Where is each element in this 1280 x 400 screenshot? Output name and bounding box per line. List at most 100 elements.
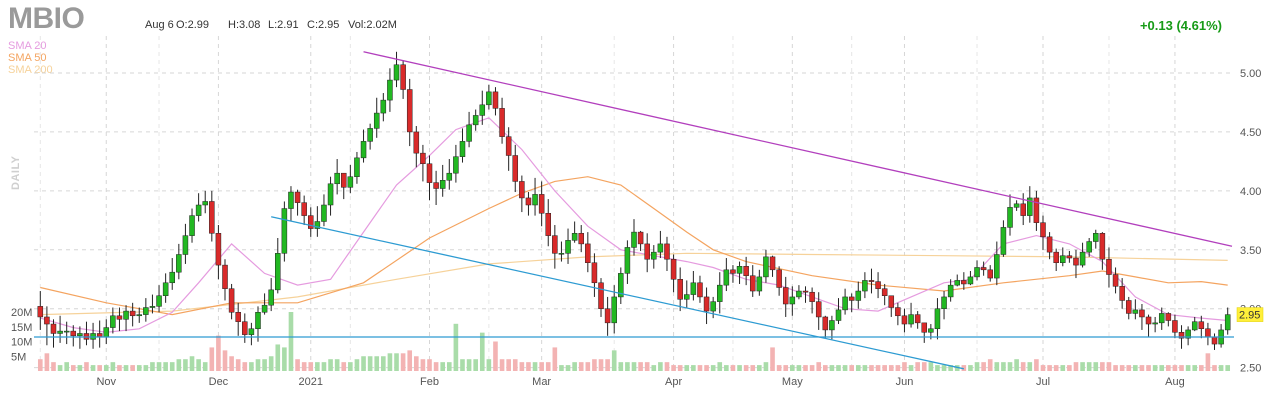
candle-body [1053,251,1059,263]
candle-body [525,197,532,206]
last-price-label: 2.95 [1239,310,1260,322]
candle-body [1205,328,1211,338]
candle-body [710,301,716,312]
candle-body [499,108,505,137]
candle-body [261,304,268,313]
volume-bar [585,362,591,371]
candle-body [532,194,538,206]
candle-body [763,256,769,278]
volume-bar [1113,365,1118,371]
candle-body [50,323,57,334]
volume-bar [249,362,254,371]
volume-bar [658,362,663,371]
volume-bar [935,365,940,371]
volume-bar [1225,365,1231,371]
candle-body [545,213,551,236]
volume-bar [123,365,129,371]
volume-bar [1027,362,1033,371]
candle-body [1165,313,1172,321]
candle-body [1172,320,1178,333]
legend-sma50: SMA 50 [8,52,47,64]
time-tick-label: Jul [1036,376,1050,388]
volume-bar [255,359,261,371]
candle-body [446,172,453,181]
volume-bar [420,359,426,371]
volume-bar [479,332,485,371]
candle-body [980,267,987,271]
volume-bar [506,359,511,371]
candle-body [314,221,321,229]
volume-bar [539,362,544,371]
volume-bar [440,362,446,371]
candle-body [1224,314,1231,331]
candle-body [848,296,855,301]
volume-bar [677,365,683,371]
volume-bar [136,365,142,371]
candle-body [1060,255,1066,264]
volume-bar [90,365,96,371]
volume-bar [51,362,56,371]
candle-body [954,280,960,286]
candle-body [1020,203,1026,216]
candle-body [1040,222,1046,238]
candle-body [538,194,545,214]
volume-bar [849,365,854,371]
volume-bar [169,362,175,371]
candle-body [512,155,519,182]
volume-bar [822,365,828,371]
candle-body [571,233,578,241]
candle-body [334,172,340,185]
volume-bar [908,365,914,371]
candle-body [730,269,736,274]
candle-body [703,296,710,312]
volume-bar [110,362,116,371]
candle-body [63,330,70,333]
candle-body [519,181,525,199]
candle-body [301,202,307,216]
volume-bar [156,362,162,371]
volume-bar [724,365,729,371]
candle-body [928,328,934,333]
volume-bar [816,362,822,371]
candle-body [934,308,941,330]
volume-bar [242,362,248,371]
candle-body [802,290,809,293]
price-tick-label: 4.00 [1240,186,1261,198]
volume-bar [446,362,452,371]
volume-bar [202,362,208,371]
candle-body [1211,336,1218,345]
candle-body [1125,300,1132,314]
candle-body [815,301,822,318]
volume-bar [1086,362,1092,371]
candle-body [169,271,175,284]
volume-bar [519,362,525,371]
candle-body [769,256,776,271]
candle-body [1000,227,1007,255]
volume-bar [1007,362,1013,371]
candle-body [749,275,756,292]
volume-bar [869,365,874,371]
volume-bar [526,362,531,371]
volume-bar [618,362,624,371]
candle-body [413,131,420,154]
time-tick-label: Nov [96,376,116,388]
price-change: +0.13 (4.61%) [1139,18,1222,33]
candle-body [644,243,650,260]
volume-bar [928,362,934,371]
volume-tick-label: 10M [11,337,32,349]
candle-body [453,156,459,174]
candle-body [895,307,901,317]
volume-bar [644,362,650,371]
candle-body [387,79,393,101]
volume-bar [348,362,353,371]
close-value: C:2.95 [307,19,340,31]
candle-body [426,163,433,183]
open-value: O:2.99 [176,19,210,31]
volume-bar [631,362,637,371]
time-tick-label: Dec [209,376,229,388]
volume-bar [671,365,676,371]
candle-body [1033,197,1040,223]
candle-body [862,280,868,292]
